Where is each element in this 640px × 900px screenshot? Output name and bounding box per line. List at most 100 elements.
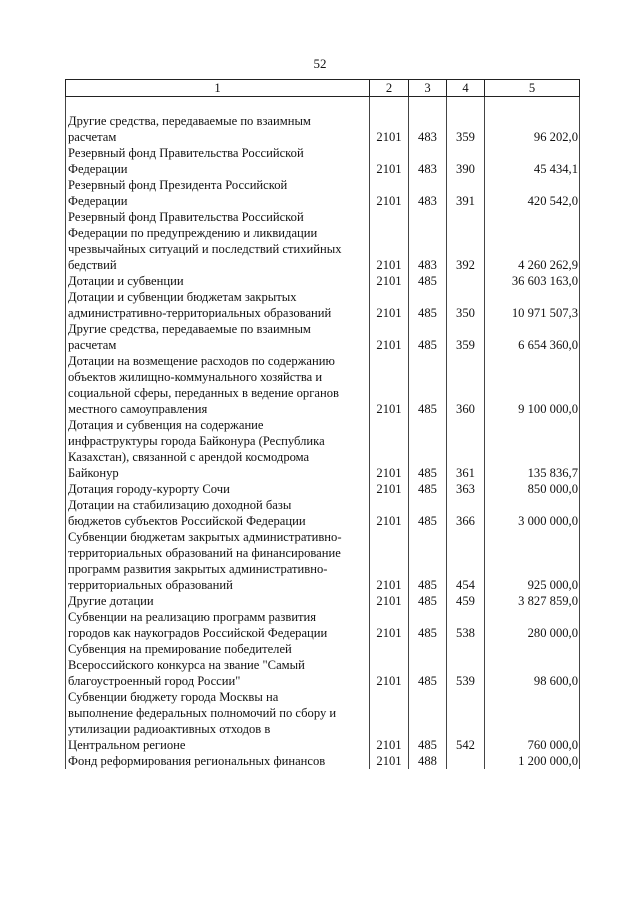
row-description: Дотации на стабилизацию доходной базы бю…	[65, 497, 370, 529]
row-col4: 366	[446, 497, 485, 529]
row-col2: 2101	[369, 145, 409, 177]
row-description: Резервный фонд Правительства Российской …	[65, 145, 370, 177]
table-row: Дотации на возмещение расходов по содерж…	[65, 353, 580, 417]
row-col4: 361	[446, 417, 485, 481]
row-amount: 3 827 859,0	[484, 593, 580, 609]
table-row: Субвенции бюджетам закрытых администрати…	[65, 529, 580, 593]
row-col2: 2101	[369, 321, 409, 353]
row-col3: 485	[408, 273, 447, 289]
row-col3: 488	[408, 753, 447, 769]
table-row: Резервный фонд Президента Российской Фед…	[65, 177, 580, 209]
row-col2: 2101	[369, 529, 409, 593]
row-col3: 485	[408, 593, 447, 609]
table-row: Фонд реформирования региональных финансо…	[65, 753, 580, 769]
row-col3: 485	[408, 417, 447, 481]
table-row: Дотации и субвенции бюджетам закрытых ад…	[65, 289, 580, 321]
row-col4: 459	[446, 593, 485, 609]
row-col4: 350	[446, 289, 485, 321]
row-description: Другие средства, передаваемые по взаимны…	[65, 321, 370, 353]
table-row: Резервный фонд Правительства Российской …	[65, 145, 580, 177]
table-row: Дотация и субвенция на содержание инфрас…	[65, 417, 580, 481]
row-amount: 3 000 000,0	[484, 497, 580, 529]
row-col2: 2101	[369, 273, 409, 289]
table-row: Резервный фонд Правительства Российской …	[65, 209, 580, 273]
row-col2: 2101	[369, 113, 409, 145]
row-col2: 2101	[369, 497, 409, 529]
row-col3: 485	[408, 641, 447, 689]
row-col2: 2101	[369, 641, 409, 689]
row-col3: 483	[408, 145, 447, 177]
row-col4: 390	[446, 145, 485, 177]
row-col4: 454	[446, 529, 485, 593]
table-row: Субвенции бюджету города Москвы на выпол…	[65, 689, 580, 753]
row-col2: 2101	[369, 209, 409, 273]
row-col2: 2101	[369, 417, 409, 481]
row-col4	[446, 273, 485, 289]
column-header-1: 1	[65, 79, 370, 97]
spacer-row	[65, 96, 580, 113]
table-row: Дотации и субвенции 2101 485 36 603 163,0	[65, 273, 580, 289]
table-row: Другие средства, передаваемые по взаимны…	[65, 321, 580, 353]
table-row: Другие средства, передаваемые по взаимны…	[65, 113, 580, 145]
row-amount: 760 000,0	[484, 689, 580, 753]
row-description: Другие средства, передаваемые по взаимны…	[65, 113, 370, 145]
row-description: Резервный фонд Президента Российской Фед…	[65, 177, 370, 209]
row-col2: 2101	[369, 689, 409, 753]
row-amount: 36 603 163,0	[484, 273, 580, 289]
row-amount: 925 000,0	[484, 529, 580, 593]
row-amount: 4 260 262,9	[484, 209, 580, 273]
row-col4: 360	[446, 353, 485, 417]
row-col2: 2101	[369, 353, 409, 417]
row-col3: 485	[408, 353, 447, 417]
row-col3: 485	[408, 321, 447, 353]
row-description: Резервный фонд Правительства Российской …	[65, 209, 370, 273]
row-amount: 135 836,7	[484, 417, 580, 481]
row-col2: 2101	[369, 609, 409, 641]
row-description: Субвенции бюджетам закрытых администрати…	[65, 529, 370, 593]
row-col3: 485	[408, 689, 447, 753]
row-amount: 850 000,0	[484, 481, 580, 497]
row-description: Субвенция на премирование победителей Вс…	[65, 641, 370, 689]
row-col4: 359	[446, 113, 485, 145]
row-amount: 1 200 000,0	[484, 753, 580, 769]
row-col4: 539	[446, 641, 485, 689]
row-col3: 483	[408, 209, 447, 273]
row-amount: 6 654 360,0	[484, 321, 580, 353]
column-header-4: 4	[446, 79, 485, 97]
row-col2: 2101	[369, 177, 409, 209]
table-row: Субвенция на премирование победителей Вс…	[65, 641, 580, 689]
row-col2: 2101	[369, 753, 409, 769]
table-row: Дотация городу-курорту Сочи 2101 485 363 850…	[65, 481, 580, 497]
row-col4: 391	[446, 177, 485, 209]
row-amount: 10 971 507,3	[484, 289, 580, 321]
row-amount: 9 100 000,0	[484, 353, 580, 417]
row-amount: 98 600,0	[484, 641, 580, 689]
row-description: Дотация городу-курорту Сочи	[65, 481, 370, 497]
row-col4: 538	[446, 609, 485, 641]
row-col4: 542	[446, 689, 485, 753]
row-description: Фонд реформирования региональных финансо…	[65, 753, 370, 769]
row-col2: 2101	[369, 593, 409, 609]
row-description: Другие дотации	[65, 593, 370, 609]
column-header-5: 5	[484, 79, 580, 97]
page-number: 52	[313, 56, 327, 71]
row-col2: 2101	[369, 481, 409, 497]
table-row: Дотации на стабилизацию доходной базы бю…	[65, 497, 580, 529]
column-header-2: 2	[369, 79, 409, 97]
row-amount: 420 542,0	[484, 177, 580, 209]
row-amount: 280 000,0	[484, 609, 580, 641]
row-description: Дотации на возмещение расходов по содерж…	[65, 353, 370, 417]
header-row: 1 2 3 4 5	[65, 79, 580, 97]
row-col3: 485	[408, 529, 447, 593]
row-col3: 485	[408, 481, 447, 497]
row-col3: 485	[408, 497, 447, 529]
row-description: Субвенции бюджету города Москвы на выпол…	[65, 689, 370, 753]
table-row: Субвенции на реализацию программ развити…	[65, 609, 580, 641]
budget-table: 1 2 3 4 5 Другие средства, передаваемые …	[65, 79, 580, 769]
row-col3: 483	[408, 113, 447, 145]
row-description: Субвенции на реализацию программ развити…	[65, 609, 370, 641]
row-description: Дотация и субвенция на содержание инфрас…	[65, 417, 370, 481]
row-amount: 45 434,1	[484, 145, 580, 177]
column-header-3: 3	[408, 79, 447, 97]
row-col4: 359	[446, 321, 485, 353]
